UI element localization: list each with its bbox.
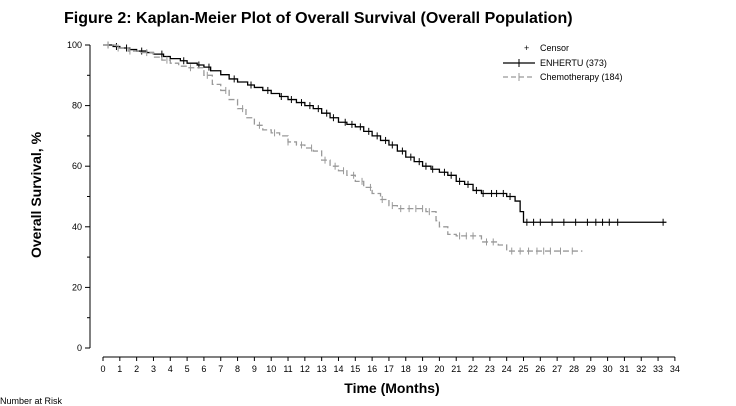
- x-tick-label: 15: [350, 364, 360, 374]
- x-tick-label: 29: [586, 364, 596, 374]
- x-tick-label: 20: [434, 364, 444, 374]
- x-tick-label: 24: [502, 364, 512, 374]
- number-at-risk-label: Number at Risk: [0, 396, 63, 406]
- legend-censor-label: Censor: [540, 43, 569, 53]
- x-axis: 0 1 2 3 4 5 6 7 8 9 10 11 12 13 14 15 16 17 18 19 20 21 22 23 24…: [100, 356, 680, 374]
- x-tick-label: 11: [283, 364, 292, 374]
- x-tick-label: 33: [653, 364, 663, 374]
- legend: + Censor ENHERTU (373) Chemotherapy (184…: [503, 43, 623, 82]
- x-tick-label: 8: [235, 364, 240, 374]
- y-axis-title: Overall Survival, %: [28, 131, 44, 258]
- x-tick-label: 10: [266, 364, 276, 374]
- x-tick-label: 3: [151, 364, 156, 374]
- x-tick-label: 9: [252, 364, 257, 374]
- x-tick-label: 13: [317, 364, 327, 374]
- x-tick-label: 2: [134, 364, 139, 374]
- chart-title: Figure 2: Kaplan-Meier Plot of Overall S…: [64, 10, 573, 27]
- legend-entry-chemotherapy: Chemotherapy (184): [503, 72, 623, 82]
- legend-censor: + Censor: [524, 43, 569, 53]
- x-tick-label: 17: [384, 364, 394, 374]
- x-tick-label: 26: [535, 364, 545, 374]
- series-line-chemotherapy: [103, 44, 583, 252]
- y-tick-label: 80: [72, 101, 82, 111]
- x-tick-label: 5: [185, 364, 190, 374]
- x-tick-label: 14: [333, 364, 343, 374]
- y-tick-label: 40: [72, 222, 82, 232]
- y-tick-label: 20: [72, 282, 82, 292]
- x-tick-label: 27: [552, 364, 562, 374]
- y-axis: 0 20 40 60 80 100: [67, 40, 91, 353]
- x-tick-label: 16: [367, 364, 377, 374]
- y-tick-label: 0: [77, 343, 82, 353]
- x-tick-label: 32: [636, 364, 646, 374]
- x-tick-label: 31: [619, 364, 629, 374]
- x-tick-label: 21: [451, 364, 461, 374]
- x-tick-label: 6: [201, 364, 206, 374]
- series-line-enhertu: [103, 44, 667, 223]
- x-tick-label: 28: [569, 364, 579, 374]
- x-tick-label: 4: [168, 364, 173, 374]
- y-tick-label: 60: [72, 161, 82, 171]
- x-tick-label: 18: [401, 364, 411, 374]
- x-tick-label: 19: [418, 364, 428, 374]
- legend-label-chemotherapy: Chemotherapy (184): [540, 72, 623, 82]
- x-tick-label: 1: [117, 364, 122, 374]
- series-layer: [103, 41, 667, 255]
- x-tick-label: 34: [670, 364, 680, 374]
- x-tick-label: 23: [485, 364, 495, 374]
- x-tick-label: 7: [218, 364, 223, 374]
- x-tick-label: 0: [100, 364, 105, 374]
- x-tick-label: 22: [468, 364, 478, 374]
- legend-censor-marker: +: [524, 43, 529, 53]
- legend-entry-enhertu: ENHERTU (373): [503, 58, 607, 68]
- x-tick-label: 25: [518, 364, 528, 374]
- x-axis-title: Time (Months): [344, 380, 439, 396]
- x-tick-label: 30: [603, 364, 613, 374]
- y-tick-label: 100: [67, 40, 82, 50]
- legend-label-enhertu: ENHERTU (373): [540, 58, 607, 68]
- x-tick-label: 12: [300, 364, 310, 374]
